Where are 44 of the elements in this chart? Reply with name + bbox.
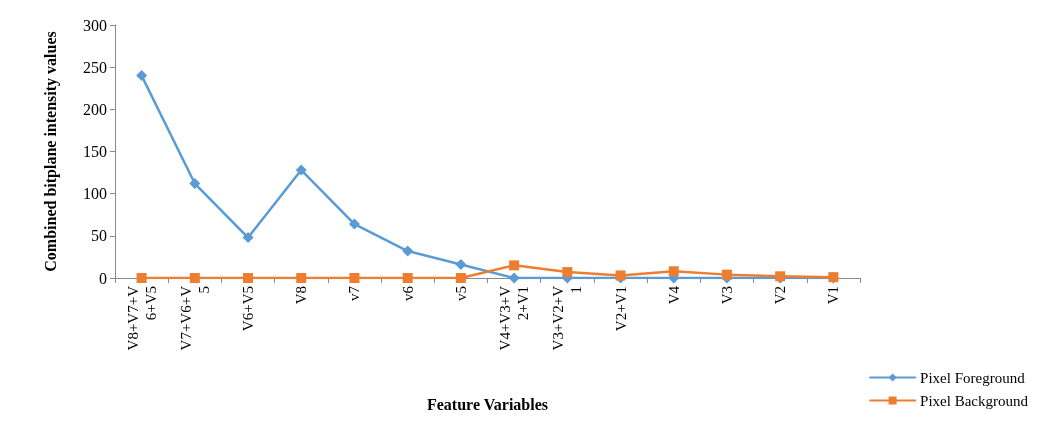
x-tick-label: V4+V3+V2+V1 xyxy=(497,285,532,351)
point xyxy=(296,273,307,283)
x-tick-label: V3 xyxy=(718,286,735,305)
point xyxy=(136,273,147,283)
point xyxy=(349,273,360,283)
y-tick-label: 250 xyxy=(83,58,107,76)
x-tick-label: V1 xyxy=(825,286,842,305)
point xyxy=(189,178,201,190)
x-tick-label: v7 xyxy=(346,285,363,301)
x-tick-label: V2 xyxy=(772,286,789,305)
x-tick-label: v5 xyxy=(452,286,469,301)
y-tick-label: 50 xyxy=(91,227,107,245)
y-axis-title: Combined bitplane intensity values xyxy=(42,31,60,272)
x-tick-label: V8 xyxy=(293,286,310,305)
point xyxy=(562,267,573,278)
x-tick-label: V4 xyxy=(665,285,682,305)
point xyxy=(721,269,732,280)
point xyxy=(136,70,148,82)
y-tick-label: 300 xyxy=(83,16,107,34)
x-tick-label: V7+V6+V5 xyxy=(177,285,212,351)
x-axis-title: Feature Variables xyxy=(426,395,549,413)
point xyxy=(295,164,307,176)
point xyxy=(668,266,679,277)
point xyxy=(509,260,520,271)
x-tick-label: V6+V5 xyxy=(240,286,257,332)
x-tick-label: v6 xyxy=(399,285,416,301)
x-tick-label: V2+V1 xyxy=(612,286,629,332)
point xyxy=(242,232,254,244)
legend-label: Pixel Background xyxy=(920,392,1029,409)
y-tick-label: 150 xyxy=(83,143,107,160)
y-tick-label: 0 xyxy=(99,269,107,287)
point xyxy=(402,245,414,257)
x-tick-label: V8+V7+V6+V5 xyxy=(124,285,159,351)
point xyxy=(508,272,520,284)
point xyxy=(348,218,360,230)
y-tick-label: 200 xyxy=(83,100,107,118)
point xyxy=(189,273,200,283)
point xyxy=(455,259,467,271)
legend-label: Pixel Foreground xyxy=(920,369,1026,386)
point xyxy=(402,273,413,283)
y-tick-label: 100 xyxy=(83,185,107,203)
point xyxy=(455,273,466,283)
x-tick-label: V3+V2+V1 xyxy=(550,285,585,351)
point xyxy=(243,273,254,283)
